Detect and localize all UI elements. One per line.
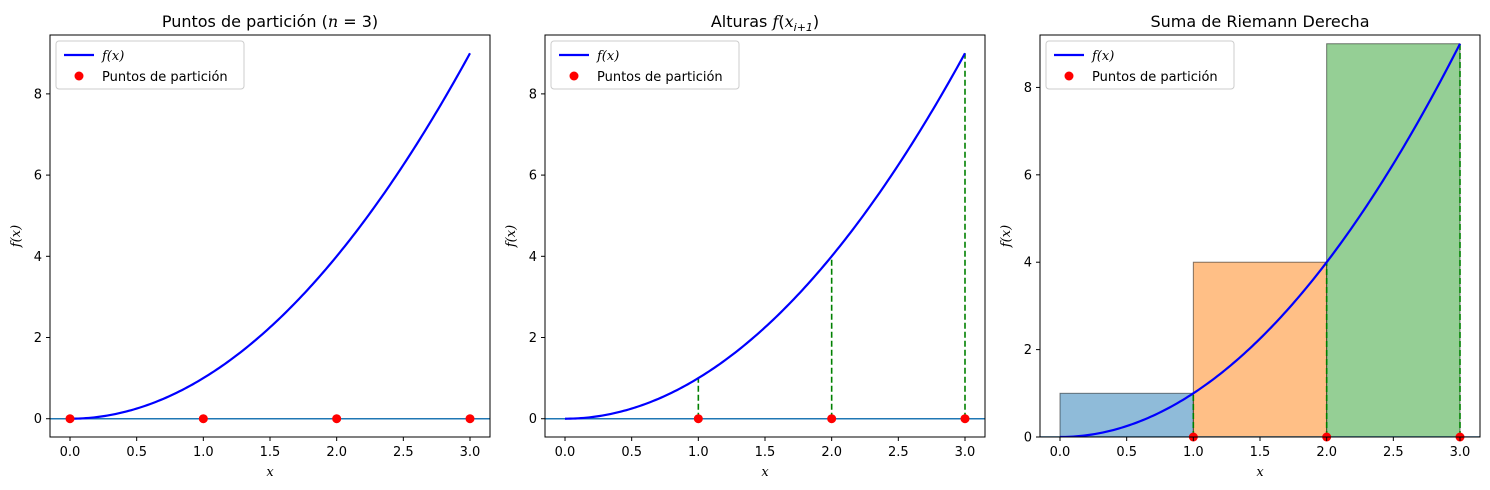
legend-label-fx: f(x) <box>596 49 619 64</box>
x-tick-label: 2.0 <box>326 445 347 460</box>
y-tick-label: 2 <box>1024 343 1032 358</box>
riemann-rectangle <box>1326 43 1461 437</box>
x-tick-label: 3.0 <box>955 445 976 460</box>
x-tick-label: 1.5 <box>260 445 281 460</box>
legend-point-swatch <box>569 71 579 81</box>
x-axis-label: x <box>1256 465 1264 480</box>
chart-panel-1: 0.0 0.5 1.0 1.5 2.0 2.5 3.0 0 2 4 6 8 x f(x) Puntos de… <box>9 12 491 480</box>
x-tick-label: 2.0 <box>821 445 842 460</box>
y-tick-label: 4 <box>1024 256 1032 271</box>
y-tick-label: 6 <box>1024 168 1032 183</box>
legend-label-points: Puntos de partición <box>102 70 228 85</box>
y-tick-label: 0 <box>1024 431 1032 446</box>
chart-title: Puntos de partición (n = 3) <box>162 12 378 31</box>
x-tick-label: 3.0 <box>1450 445 1471 460</box>
y-tick-label: 8 <box>1024 81 1032 96</box>
partition-point <box>332 414 342 424</box>
riemann-rectangle <box>1059 392 1194 437</box>
partition-point <box>65 414 75 424</box>
x-tick-label: 0.0 <box>60 445 81 460</box>
legend-label-fx: f(x) <box>1091 49 1114 64</box>
plot-area <box>50 52 490 420</box>
axes-frame <box>544 34 986 438</box>
chart-panel-3: 0.0 0.5 1.0 1.5 2.0 2.5 3.0 0 2 4 6 8 x f(x) Suma de R… <box>999 12 1481 480</box>
y-tick-label: 2 <box>529 331 537 346</box>
x-tick-label: 2.5 <box>393 445 414 460</box>
y-tick-label: 6 <box>34 169 42 184</box>
y-tick-label: 4 <box>529 250 537 265</box>
legend-box <box>1045 40 1235 90</box>
y-axis-label: f(x) <box>9 225 24 248</box>
legend-point-swatch <box>74 71 84 81</box>
x-tick-label: 2.0 <box>1316 445 1337 460</box>
curve-fx <box>1059 43 1461 437</box>
x-axis-label: x <box>761 465 769 480</box>
x-tick-label: 1.0 <box>688 445 709 460</box>
x-tick-label: 2.5 <box>888 445 909 460</box>
x-tick-label: 2.5 <box>1383 445 1404 460</box>
y-tick-label: 4 <box>34 250 42 265</box>
partition-point <box>198 414 208 424</box>
legend-box <box>55 40 245 90</box>
y-axis-label: f(x) <box>504 225 519 248</box>
legend-label-fx: f(x) <box>101 49 124 64</box>
x-tick-label: 0.5 <box>621 445 642 460</box>
plot-area <box>545 52 985 420</box>
x-tick-label: 0.0 <box>1050 445 1071 460</box>
y-tick-label: 6 <box>529 169 537 184</box>
partition-point <box>693 414 703 424</box>
plot-area <box>1040 43 1480 437</box>
y-axis-label: f(x) <box>999 225 1014 248</box>
x-axis-label: x <box>266 465 274 480</box>
curve-fx <box>69 52 471 420</box>
y-tick-label: 8 <box>529 87 537 102</box>
x-tick-label: 1.0 <box>193 445 214 460</box>
partition-point <box>960 414 970 424</box>
chart-panel-2: 0.0 0.5 1.0 1.5 2.0 2.5 3.0 0 2 4 6 8 x f(x) Alturas f… <box>504 12 986 480</box>
partition-point <box>827 414 837 424</box>
legend-point-swatch <box>1064 71 1074 81</box>
y-tick-label: 2 <box>34 331 42 346</box>
curve-fx <box>564 52 966 420</box>
axes-frame <box>49 34 491 438</box>
legend-label-points: Puntos de partición <box>1092 70 1218 85</box>
x-tick-label: 1.5 <box>1250 445 1271 460</box>
x-tick-label: 0.0 <box>555 445 576 460</box>
x-tick-label: 0.5 <box>126 445 147 460</box>
partition-point <box>465 414 475 424</box>
x-tick-label: 1.0 <box>1183 445 1204 460</box>
y-tick-label: 0 <box>34 412 42 427</box>
legend-box <box>550 40 740 90</box>
x-tick-label: 0.5 <box>1116 445 1137 460</box>
x-tick-label: 3.0 <box>460 445 481 460</box>
x-tick-label: 1.5 <box>755 445 776 460</box>
legend-label-points: Puntos de partición <box>597 70 723 85</box>
y-tick-label: 8 <box>34 87 42 102</box>
chart-title: Suma de Riemann Derecha <box>1151 12 1370 31</box>
y-tick-label: 0 <box>529 412 537 427</box>
chart-title: Alturas f(xi+1) <box>711 12 819 34</box>
